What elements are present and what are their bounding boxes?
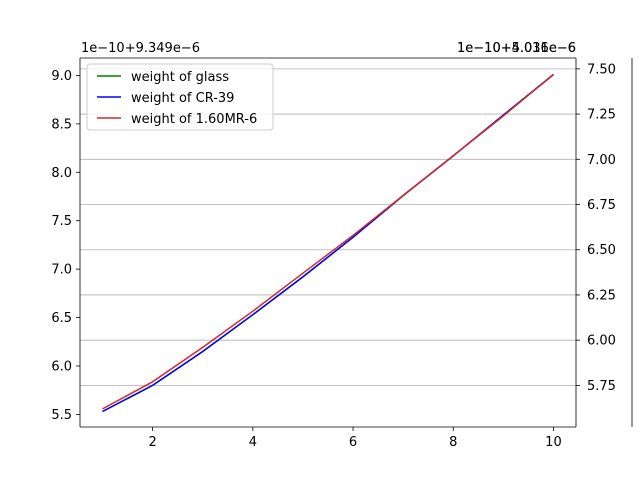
series-line-2: [102, 73, 554, 410]
left-y-tick-label-6: 8.5: [51, 117, 72, 132]
x-tick-label-0: 2: [149, 435, 157, 450]
right-y-axis-ticks: 5.75 6.00 6.25 6.50 6.75 7.00 7.25 7.50: [576, 62, 616, 394]
left-y-tick-label-2: 6.5: [51, 311, 72, 326]
right-axis-offset-label: 1e−10+5.031e−6: [457, 41, 576, 56]
axes-frame: [79, 57, 633, 428]
right-y-tick-label-7: 7.50: [587, 62, 616, 77]
x-axis-ticks: 2 4 6 8 10: [149, 427, 562, 450]
left-y-axis-ticks: 5.5 6.0 6.5 7.0 7.5 8.0 8.5 9.0: [51, 69, 80, 423]
left-y-tick-label-3: 7.0: [51, 263, 72, 278]
legend-label-cr39: weight of CR-39: [131, 91, 234, 106]
legend-label-glass: weight of glass: [131, 70, 229, 85]
x-tick-label-2: 6: [349, 435, 357, 450]
right-y-tick-label-3: 6.50: [587, 243, 616, 258]
left-axis-offset-label: 1e−10+9.349e−6: [81, 41, 200, 56]
series-lines: [102, 73, 554, 413]
legend-label-160mr6: weight of 1.60MR-6: [131, 112, 257, 127]
left-y-tick-label-5: 8.0: [51, 166, 72, 181]
right-y-tick-label-5: 7.00: [587, 153, 616, 168]
left-y-tick-label-1: 6.0: [51, 359, 72, 374]
legend-box: [86, 63, 274, 131]
left-y-tick-label-7: 9.0: [51, 69, 72, 84]
x-tick-label-3: 8: [449, 435, 457, 450]
left-y-tick-label-4: 7.5: [51, 214, 72, 229]
x-tick-label-1: 4: [249, 435, 257, 450]
right-axis-2-offset-label: 1e−10+4.016e−6: [457, 41, 576, 56]
right-y-tick-label-1: 6.00: [587, 334, 616, 349]
right-y-tick-label-6: 7.25: [587, 108, 616, 123]
x-tick-label-4: 10: [545, 435, 562, 450]
right-y-tick-label-4: 6.75: [587, 198, 616, 213]
legend: weight of glass weight of CR-39 weight o…: [86, 63, 274, 131]
right-y-tick-label-0: 5.75: [587, 379, 616, 394]
right-y-tick-label-2: 6.25: [587, 288, 616, 303]
left-y-tick-label-0: 5.5: [51, 408, 72, 423]
